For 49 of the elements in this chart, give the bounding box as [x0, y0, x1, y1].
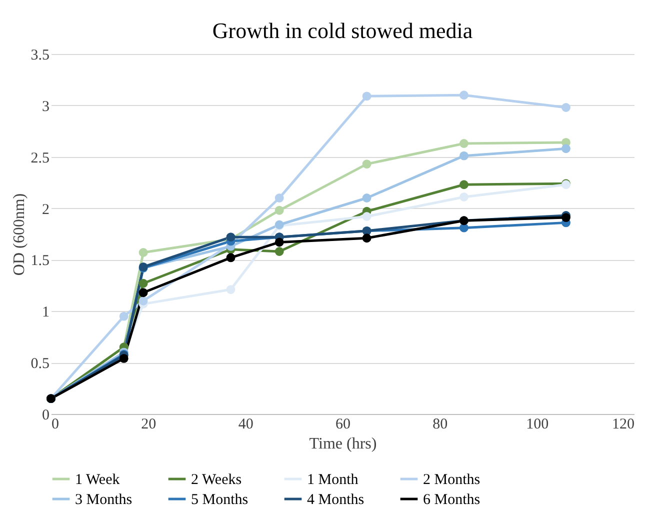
point — [226, 285, 236, 294]
y-tick-label: 2.5 — [30, 150, 50, 166]
point — [362, 234, 372, 243]
y-tick-label: 2 — [42, 202, 50, 218]
point — [562, 213, 570, 222]
point — [459, 90, 468, 100]
legend-label: 1 Week — [75, 472, 120, 488]
point — [362, 160, 372, 169]
point — [274, 206, 284, 215]
point — [138, 278, 148, 288]
point — [562, 144, 570, 154]
chart-title: Growth in cold stowed media — [212, 18, 473, 43]
point — [138, 288, 148, 298]
x-tick-label: 100 — [526, 416, 549, 432]
point — [274, 238, 284, 247]
point — [138, 248, 148, 257]
x-tick-label: 40 — [238, 416, 254, 432]
legend-label: 4 Months — [307, 492, 364, 508]
point — [226, 253, 236, 262]
legend-label: 2 Months — [423, 472, 480, 488]
point — [274, 194, 284, 202]
y-tick-label: 3.5 — [30, 48, 50, 64]
legend-label: 6 Months — [423, 492, 480, 508]
point — [362, 194, 372, 202]
y-axis-title: OD (600nm) — [10, 193, 28, 276]
point — [274, 247, 284, 256]
x-tick-label: 80 — [432, 416, 448, 432]
point — [459, 151, 468, 160]
point — [459, 139, 468, 148]
point — [459, 192, 468, 202]
y-tick-label: 3 — [42, 98, 50, 115]
x-tick-label: 60 — [336, 416, 350, 432]
point — [562, 103, 570, 112]
y-tick-label: 0.5 — [30, 356, 50, 372]
x-tick-label: 20 — [141, 416, 156, 432]
legend-label: 3 Months — [75, 492, 132, 508]
x-axis-title: Time (hrs) — [309, 436, 377, 452]
point — [459, 180, 468, 190]
point — [119, 312, 128, 321]
legend-label: 5 Months — [191, 492, 248, 508]
x-tick-label: 120 — [612, 416, 634, 432]
y-tick-label: 1 — [42, 304, 50, 321]
point — [362, 92, 372, 101]
point — [119, 354, 128, 363]
y-tick-label: 1.5 — [30, 253, 50, 270]
legend-label: 2 Weeks — [191, 472, 242, 488]
legend-label: 1 Month — [307, 472, 359, 488]
point — [138, 296, 148, 306]
point — [362, 212, 372, 221]
